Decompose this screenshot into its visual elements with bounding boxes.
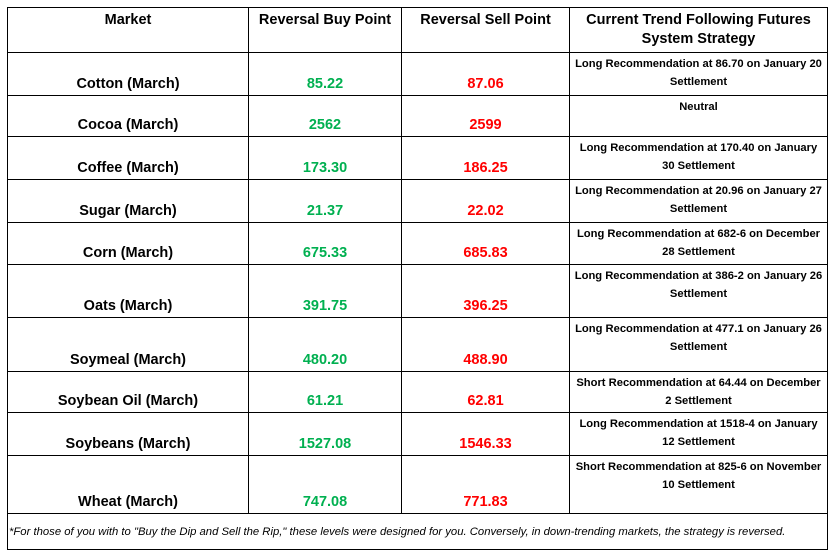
buy-column-header: Reversal Buy Point [248, 7, 402, 53]
sell-point-cell: 62.81 [401, 371, 570, 413]
table-row: Wheat (March) 747.08 771.83 Short Recommend… [7, 455, 828, 514]
sell-point-cell: 22.02 [401, 179, 570, 223]
buy-point-cell: 173.30 [248, 136, 402, 180]
sell-point-cell: 396.25 [401, 264, 570, 318]
trend-cell: Long Recommendation at 477.1 on January … [569, 317, 828, 372]
sell-point-cell: 771.83 [401, 455, 570, 514]
market-cell: Cotton (March) [7, 52, 249, 96]
market-cell: Soybeans (March) [7, 412, 249, 456]
table-row: Cotton (March) 85.22 87.06 Long Recommendat… [7, 52, 828, 96]
sell-point-cell: 488.90 [401, 317, 570, 372]
trend-cell: Neutral [569, 95, 828, 137]
footnote-row: *For those of you with to "Buy the Dip a… [7, 513, 828, 550]
trend-cell: Short Recommendation at 64.44 on Decembe… [569, 371, 828, 413]
sell-point-cell: 685.83 [401, 222, 570, 265]
table-row: Corn (March) 675.33 685.83 Long Recommendat… [7, 222, 828, 265]
sell-point-cell: 87.06 [401, 52, 570, 96]
header-row: Market Reversal Buy Point Reversal Sell … [7, 7, 828, 53]
table-row: Cocoa (March) 2562 2599 Neutral [7, 95, 828, 137]
buy-point-cell: 391.75 [248, 264, 402, 318]
footnote: *For those of you with to "Buy the Dip a… [7, 513, 828, 550]
market-column-header: Market [7, 7, 249, 53]
market-cell: Cocoa (March) [7, 95, 249, 137]
trend-cell: Long Recommendation at 20.96 on January … [569, 179, 828, 223]
trend-cell: Long Recommendation at 386-2 on January … [569, 264, 828, 318]
buy-point-cell: 675.33 [248, 222, 402, 265]
sell-point-cell: 2599 [401, 95, 570, 137]
table-row: Coffee (March) 173.30 186.25 Long Recommend… [7, 136, 828, 180]
trend-cell: Long Recommendation at 1518-4 on January… [569, 412, 828, 456]
table-row: Soymeal (March) 480.20 488.90 Long Recommen… [7, 317, 828, 372]
market-cell: Coffee (March) [7, 136, 249, 180]
trend-cell: Short Recommendation at 825-6 on Novembe… [569, 455, 828, 514]
market-cell: Soybean Oil (March) [7, 371, 249, 413]
sell-column-header: Reversal Sell Point [401, 7, 570, 53]
buy-point-cell: 85.22 [248, 52, 402, 96]
buy-point-cell: 747.08 [248, 455, 402, 514]
trend-cell: Long Recommendation at 682-6 on December… [569, 222, 828, 265]
futures-reversal-table: Market Reversal Buy Point Reversal Sell … [7, 7, 828, 550]
trend-column-header: Current Trend Following Futures System S… [569, 7, 828, 53]
market-cell: Wheat (March) [7, 455, 249, 514]
table-row: Soybean Oil (March) 61.21 62.81 Short Recom… [7, 371, 828, 413]
buy-point-cell: 1527.08 [248, 412, 402, 456]
market-cell: Oats (March) [7, 264, 249, 318]
trend-cell: Long Recommendation at 170.40 on January… [569, 136, 828, 180]
market-cell: Corn (March) [7, 222, 249, 265]
trend-cell: Long Recommendation at 86.70 on January … [569, 52, 828, 96]
market-cell: Soymeal (March) [7, 317, 249, 372]
table-row: Oats (March) 391.75 396.25 Long Recommendat… [7, 264, 828, 318]
table-row: Soybeans (March) 1527.08 1546.33 Long Recom… [7, 412, 828, 456]
buy-point-cell: 61.21 [248, 371, 402, 413]
buy-point-cell: 21.37 [248, 179, 402, 223]
table-row: Sugar (March) 21.37 22.02 Long Recommendati… [7, 179, 828, 223]
sell-point-cell: 186.25 [401, 136, 570, 180]
sell-point-cell: 1546.33 [401, 412, 570, 456]
buy-point-cell: 2562 [248, 95, 402, 137]
market-cell: Sugar (March) [7, 179, 249, 223]
buy-point-cell: 480.20 [248, 317, 402, 372]
